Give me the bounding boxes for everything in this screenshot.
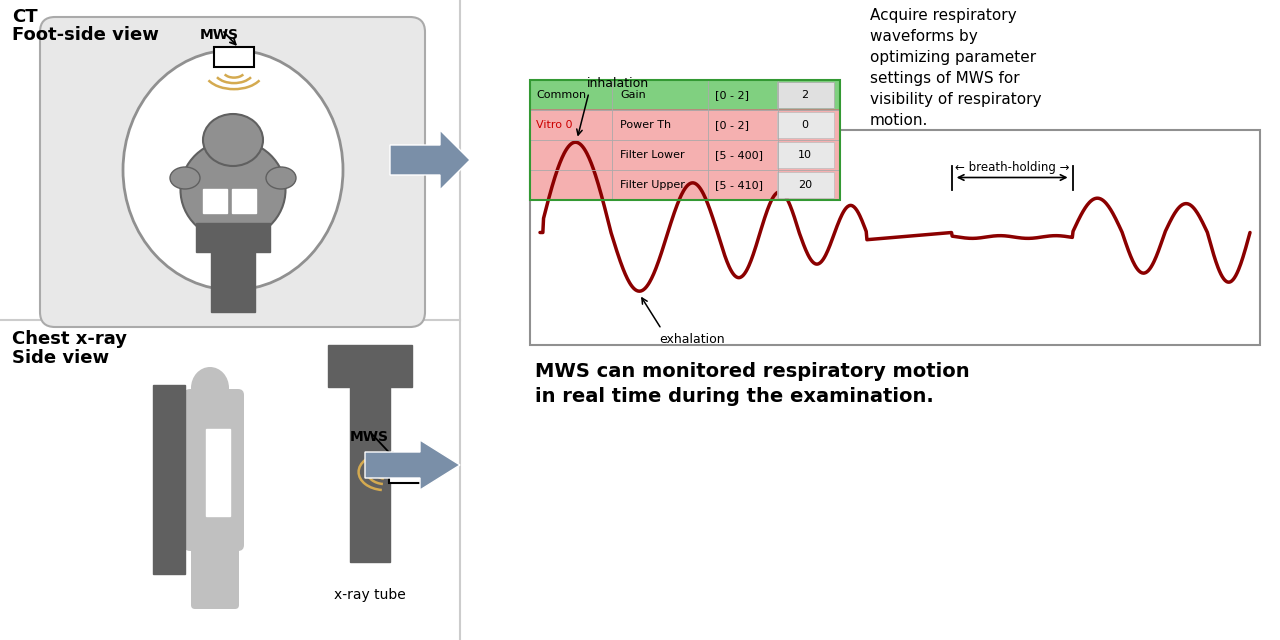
Ellipse shape	[266, 167, 296, 189]
Ellipse shape	[123, 50, 343, 290]
Polygon shape	[365, 440, 460, 490]
Text: exhalation: exhalation	[659, 333, 726, 346]
FancyBboxPatch shape	[777, 172, 835, 198]
FancyBboxPatch shape	[530, 130, 1260, 345]
Text: inhalation: inhalation	[588, 77, 649, 90]
Text: 2: 2	[801, 90, 809, 100]
Text: MWS can monitored respiratory motion
in real time during the examination.: MWS can monitored respiratory motion in …	[535, 362, 970, 406]
Text: MWS: MWS	[349, 430, 389, 444]
FancyBboxPatch shape	[530, 80, 840, 110]
FancyBboxPatch shape	[530, 110, 840, 200]
Text: 2: 2	[790, 90, 797, 100]
Polygon shape	[390, 130, 470, 190]
FancyBboxPatch shape	[191, 536, 239, 609]
FancyBboxPatch shape	[777, 82, 835, 108]
Text: 20: 20	[797, 180, 812, 190]
Ellipse shape	[170, 167, 200, 189]
Text: Filter Lower: Filter Lower	[620, 150, 685, 160]
Text: Common: Common	[536, 90, 586, 100]
Text: ← breath-holding →: ← breath-holding →	[955, 161, 1069, 173]
Text: [5 - 400]: [5 - 400]	[716, 150, 763, 160]
Text: [0 - 2]: [0 - 2]	[716, 120, 749, 130]
FancyBboxPatch shape	[211, 243, 255, 312]
Text: Foot-side view: Foot-side view	[12, 26, 159, 44]
Text: Chest x-ray: Chest x-ray	[12, 330, 127, 348]
FancyBboxPatch shape	[40, 17, 425, 327]
FancyBboxPatch shape	[196, 223, 270, 252]
Text: [5 - 410]: [5 - 410]	[716, 180, 763, 190]
FancyBboxPatch shape	[389, 461, 421, 483]
FancyBboxPatch shape	[777, 112, 835, 138]
Text: Side view: Side view	[12, 349, 109, 367]
Text: x-ray tube: x-ray tube	[334, 588, 406, 602]
Text: 0: 0	[801, 120, 809, 130]
Text: 10: 10	[797, 150, 812, 160]
Text: [0 - 2]: [0 - 2]	[716, 90, 749, 100]
FancyBboxPatch shape	[232, 189, 256, 213]
Ellipse shape	[180, 140, 285, 240]
FancyBboxPatch shape	[184, 389, 244, 551]
Text: CT: CT	[12, 8, 37, 26]
Text: Vitro 0: Vitro 0	[536, 120, 572, 130]
FancyBboxPatch shape	[777, 142, 835, 168]
Text: Power Th: Power Th	[620, 120, 671, 130]
Ellipse shape	[191, 367, 229, 409]
FancyBboxPatch shape	[154, 385, 186, 574]
Text: Filter Upper: Filter Upper	[620, 180, 685, 190]
Text: Acquire respiratory
waveforms by
optimizing parameter
settings of MWS for
visibi: Acquire respiratory waveforms by optimiz…	[870, 8, 1042, 128]
FancyBboxPatch shape	[214, 47, 253, 67]
FancyBboxPatch shape	[328, 345, 412, 387]
Text: Gain: Gain	[620, 90, 645, 100]
Text: MWS: MWS	[200, 28, 239, 42]
Ellipse shape	[204, 114, 262, 166]
FancyBboxPatch shape	[349, 378, 390, 562]
FancyBboxPatch shape	[206, 429, 230, 516]
FancyBboxPatch shape	[204, 189, 227, 213]
